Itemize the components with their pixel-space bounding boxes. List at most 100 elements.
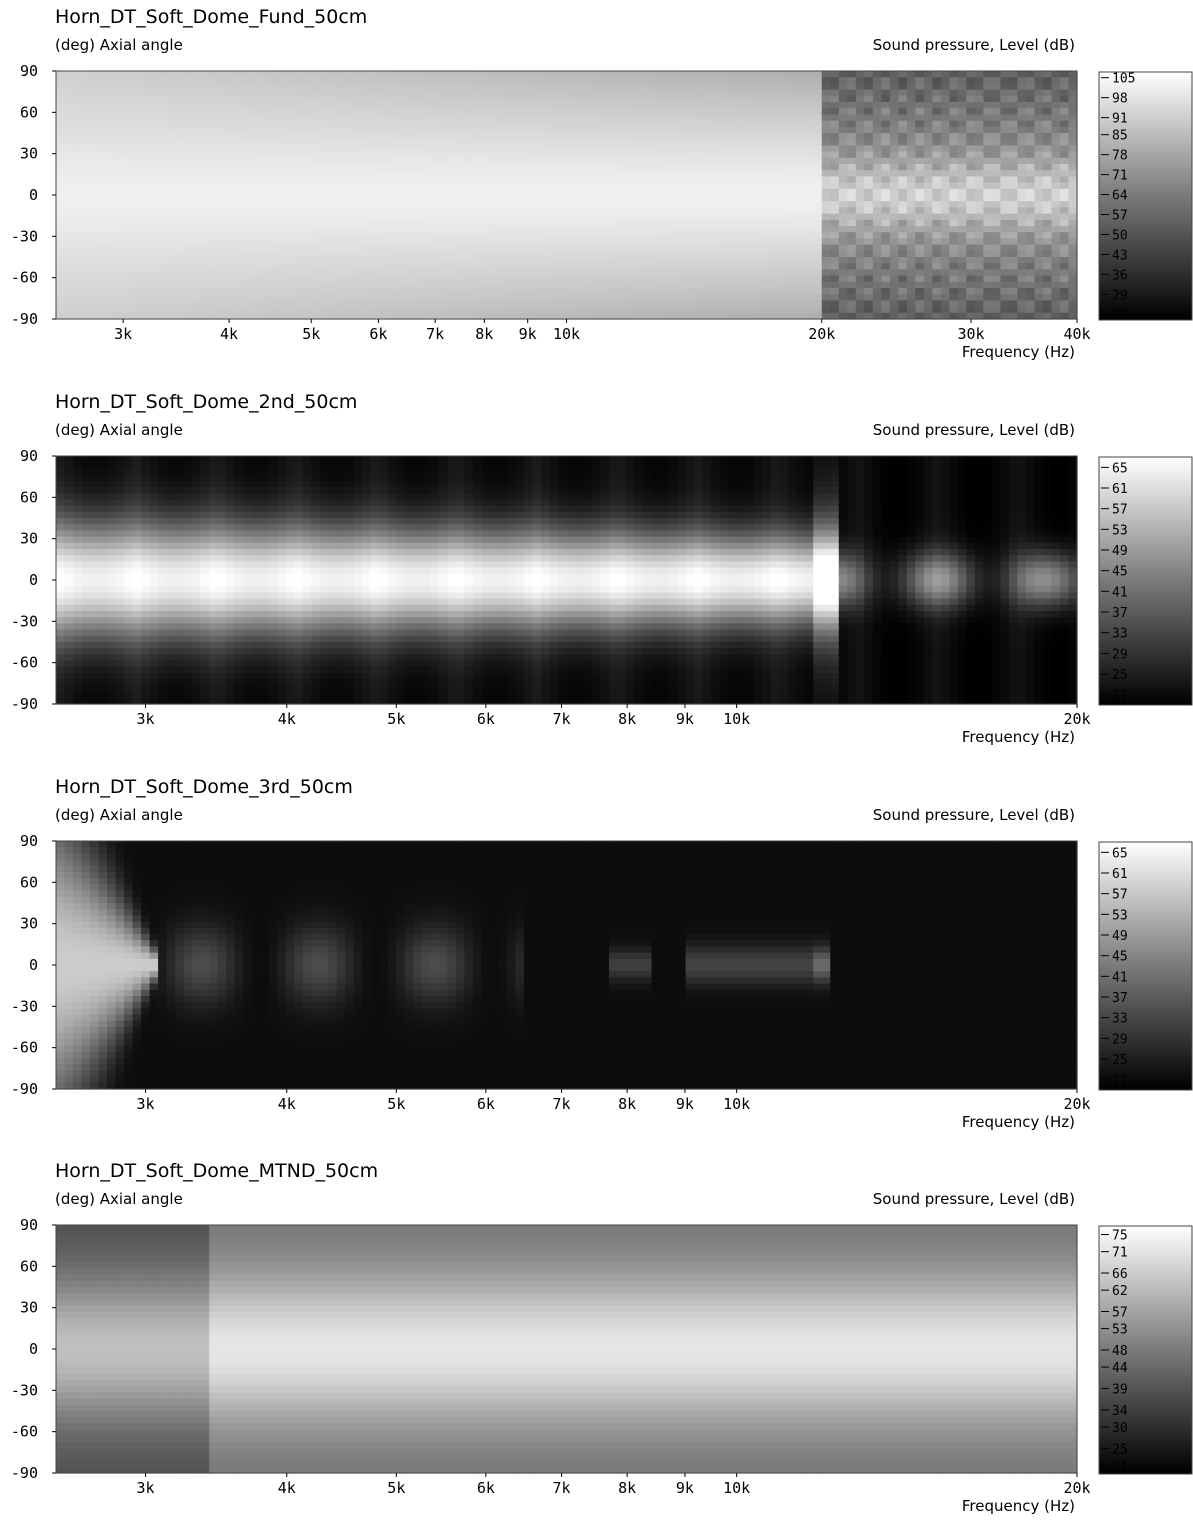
heatmap-cell	[609, 214, 618, 221]
heatmap-cell	[779, 114, 788, 121]
heatmap-cell	[864, 257, 873, 264]
heatmap-cell	[150, 108, 159, 115]
heatmap-cell	[1026, 158, 1035, 165]
heatmap-cell	[218, 226, 227, 233]
heatmap-cell	[65, 220, 74, 227]
heatmap-cell	[532, 71, 541, 78]
heatmap-cell	[192, 232, 201, 239]
heatmap-cell	[439, 170, 448, 177]
heatmap-cell	[847, 114, 856, 121]
heatmap-cell	[430, 269, 439, 276]
heatmap-cell	[813, 251, 822, 258]
heatmap-cell	[226, 232, 235, 239]
heatmap-cell	[286, 158, 295, 165]
heatmap-cell	[864, 83, 873, 90]
heatmap-cell	[320, 114, 329, 121]
heatmap-cell	[56, 530, 65, 537]
heatmap-cell	[56, 561, 65, 568]
heatmap-cell	[422, 207, 431, 214]
heatmap-cell	[99, 71, 108, 78]
heatmap-cell	[1017, 183, 1026, 190]
heatmap-cell	[932, 96, 941, 103]
heatmap-cell	[524, 263, 533, 270]
heatmap-cell	[447, 220, 456, 227]
heatmap-cell	[192, 189, 201, 196]
heatmap-cell	[643, 127, 652, 134]
heatmap-cell	[703, 220, 712, 227]
heatmap-cell	[618, 133, 627, 140]
heatmap-cell	[1009, 300, 1018, 307]
heatmap-cell	[643, 183, 652, 190]
heatmap-cell	[337, 226, 346, 233]
heatmap-cell	[209, 164, 218, 171]
heatmap-cell	[924, 158, 933, 165]
heatmap-cell	[524, 108, 533, 115]
heatmap-cell	[413, 158, 422, 165]
heatmap-cell	[422, 282, 431, 289]
heatmap-cell	[320, 282, 329, 289]
heatmap-cell	[626, 114, 635, 121]
heatmap-cell	[56, 238, 65, 245]
heatmap-cell	[890, 83, 899, 90]
heatmap-cell	[1009, 288, 1018, 295]
heatmap-cell	[311, 164, 320, 171]
heatmap-cell	[864, 164, 873, 171]
heatmap-cell	[201, 214, 210, 221]
heatmap-cell	[184, 71, 193, 78]
heatmap-cell	[150, 269, 159, 276]
heatmap-cell	[924, 220, 933, 227]
heatmap-cell	[754, 300, 763, 307]
heatmap-cell	[65, 294, 74, 301]
heatmap-cell	[184, 183, 193, 190]
heatmap-cell	[345, 282, 354, 289]
heatmap-cell	[1017, 201, 1026, 208]
heatmap-cell	[490, 251, 499, 258]
heatmap-cell	[686, 245, 695, 252]
heatmap-cell	[805, 282, 814, 289]
heatmap-cell	[626, 176, 635, 183]
heatmap-cell	[737, 152, 746, 159]
heatmap-cell	[541, 152, 550, 159]
heatmap-cell	[601, 226, 610, 233]
heatmap-cell	[405, 220, 414, 227]
heatmap-cell	[694, 189, 703, 196]
heatmap-cell	[73, 555, 82, 562]
heatmap-cell	[762, 71, 771, 78]
heatmap-cell	[116, 294, 125, 301]
heatmap-cell	[150, 164, 159, 171]
heatmap-cell	[796, 183, 805, 190]
heatmap-cell	[745, 170, 754, 177]
heatmap-cell	[65, 307, 74, 314]
heatmap-cell	[1009, 238, 1018, 245]
heatmap-cell	[618, 96, 627, 103]
heatmap-cell	[907, 201, 916, 208]
heatmap-cell	[635, 145, 644, 152]
heatmap-cell	[379, 139, 388, 146]
heatmap-cell	[779, 207, 788, 214]
heatmap-cell	[294, 77, 303, 84]
heatmap-cell	[362, 77, 371, 84]
heatmap-cell	[90, 90, 99, 97]
heatmap-cell	[992, 152, 1001, 159]
heatmap-cell	[754, 276, 763, 283]
heatmap-cell	[362, 214, 371, 221]
heatmap-cell	[99, 77, 108, 84]
heatmap-cell	[413, 201, 422, 208]
heatmap-cell	[354, 170, 363, 177]
heatmap-cell	[73, 568, 82, 575]
heatmap-cell	[839, 102, 848, 109]
heatmap-cell	[158, 176, 167, 183]
heatmap-cell	[515, 71, 524, 78]
heatmap-cell	[320, 71, 329, 78]
heatmap-cell	[737, 183, 746, 190]
heatmap-cell	[873, 195, 882, 202]
heatmap-cell	[116, 226, 125, 233]
heatmap-cell	[822, 114, 831, 121]
heatmap-cell	[847, 195, 856, 202]
heatmap-cell	[175, 139, 184, 146]
heatmap-cell	[847, 257, 856, 264]
heatmap-cell	[626, 207, 635, 214]
heatmap-cell	[609, 251, 618, 258]
heatmap-cell	[915, 77, 924, 84]
heatmap-cell	[56, 605, 65, 612]
